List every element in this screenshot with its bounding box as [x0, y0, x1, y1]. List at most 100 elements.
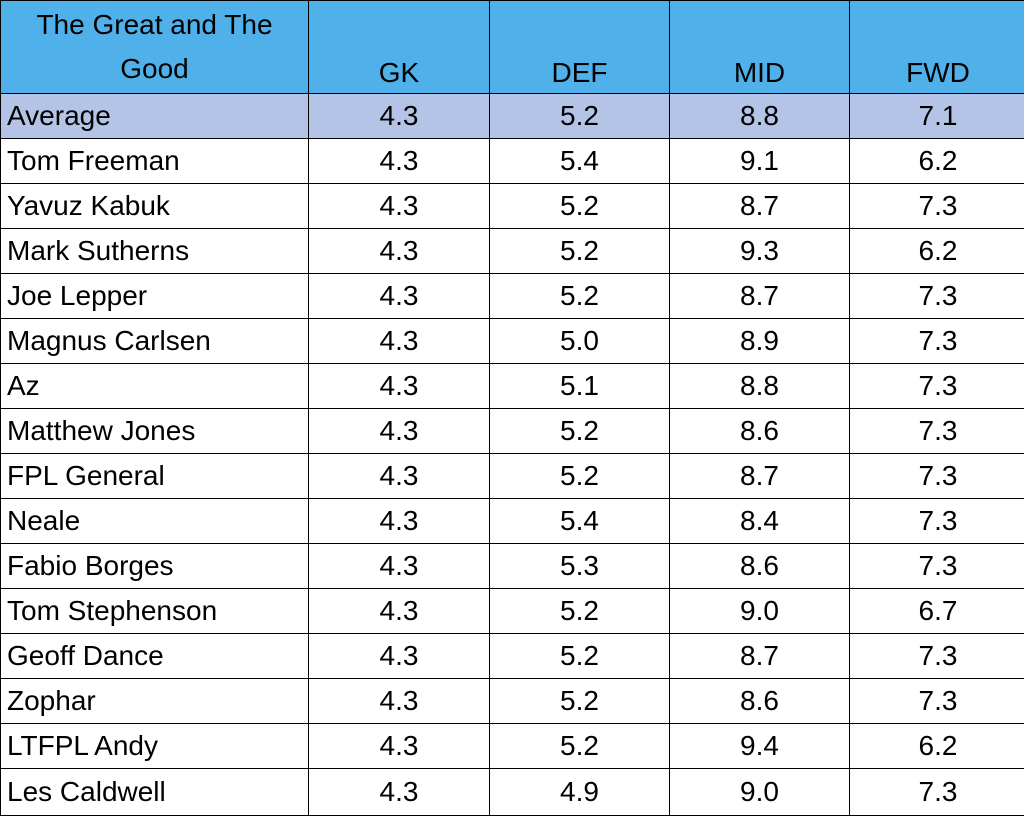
- cell-name[interactable]: Geoff Dance: [0, 633, 309, 679]
- header-fwd[interactable]: FWD: [849, 0, 1024, 94]
- table-row: Yavuz Kabuk 4.3 5.2 8.7 7.3: [0, 183, 1024, 229]
- cell-def[interactable]: 4.9: [489, 768, 670, 816]
- cell-mid[interactable]: 8.7: [669, 453, 850, 499]
- cell-mid[interactable]: 8.7: [669, 273, 850, 319]
- cell-mid[interactable]: 9.0: [669, 588, 850, 634]
- cell-gk[interactable]: 4.3: [308, 723, 490, 769]
- table-row: Mark Sutherns 4.3 5.2 9.3 6.2: [0, 228, 1024, 274]
- cell-name[interactable]: Tom Stephenson: [0, 588, 309, 634]
- cell-mid[interactable]: 9.4: [669, 723, 850, 769]
- cell-gk[interactable]: 4.3: [308, 273, 490, 319]
- cell-name[interactable]: Joe Lepper: [0, 273, 309, 319]
- cell-gk[interactable]: 4.3: [308, 543, 490, 589]
- cell-gk[interactable]: 4.3: [308, 453, 490, 499]
- cell-name[interactable]: Fabio Borges: [0, 543, 309, 589]
- cell-gk[interactable]: 4.3: [308, 363, 490, 409]
- cell-fwd[interactable]: 6.2: [849, 138, 1024, 184]
- cell-fwd[interactable]: 7.3: [849, 318, 1024, 364]
- cell-fwd[interactable]: 6.2: [849, 228, 1024, 274]
- table-row: LTFPL Andy 4.3 5.2 9.4 6.2: [0, 723, 1024, 769]
- cell-mid[interactable]: 8.7: [669, 633, 850, 679]
- cell-fwd[interactable]: 7.3: [849, 273, 1024, 319]
- cell-gk[interactable]: 4.3: [308, 588, 490, 634]
- cell-def[interactable]: 5.2: [489, 588, 670, 634]
- cell-fwd[interactable]: 7.1: [849, 93, 1024, 139]
- cell-gk[interactable]: 4.3: [308, 228, 490, 274]
- cell-gk[interactable]: 4.3: [308, 93, 490, 139]
- cell-fwd[interactable]: 7.3: [849, 183, 1024, 229]
- cell-name[interactable]: Matthew Jones: [0, 408, 309, 454]
- cell-fwd[interactable]: 7.3: [849, 633, 1024, 679]
- cell-name[interactable]: Les Caldwell: [0, 768, 309, 816]
- cell-def[interactable]: 5.2: [489, 93, 670, 139]
- header-def[interactable]: DEF: [489, 0, 670, 94]
- cell-gk[interactable]: 4.3: [308, 768, 490, 816]
- cell-gk[interactable]: 4.3: [308, 678, 490, 724]
- table-row-average: Average 4.3 5.2 8.8 7.1: [0, 93, 1024, 139]
- header-mid[interactable]: MID: [669, 0, 850, 94]
- cell-gk[interactable]: 4.3: [308, 633, 490, 679]
- header-name[interactable]: The Great and The Good: [0, 0, 309, 94]
- cell-fwd[interactable]: 7.3: [849, 768, 1024, 816]
- cell-fwd[interactable]: 7.3: [849, 408, 1024, 454]
- cell-mid[interactable]: 8.6: [669, 408, 850, 454]
- cell-name[interactable]: LTFPL Andy: [0, 723, 309, 769]
- cell-def[interactable]: 5.4: [489, 498, 670, 544]
- cell-mid[interactable]: 8.8: [669, 93, 850, 139]
- cell-fwd[interactable]: 7.3: [849, 498, 1024, 544]
- cell-gk[interactable]: 4.3: [308, 498, 490, 544]
- cell-mid[interactable]: 8.8: [669, 363, 850, 409]
- cell-fwd[interactable]: 7.3: [849, 363, 1024, 409]
- cell-fwd[interactable]: 6.7: [849, 588, 1024, 634]
- cell-name[interactable]: Yavuz Kabuk: [0, 183, 309, 229]
- cell-mid[interactable]: 8.4: [669, 498, 850, 544]
- cell-def[interactable]: 5.2: [489, 723, 670, 769]
- table-row: Matthew Jones 4.3 5.2 8.6 7.3: [0, 408, 1024, 454]
- header-gk[interactable]: GK: [308, 0, 490, 94]
- cell-fwd[interactable]: 7.3: [849, 453, 1024, 499]
- cell-mid[interactable]: 9.1: [669, 138, 850, 184]
- cell-name[interactable]: Az: [0, 363, 309, 409]
- cell-name[interactable]: Tom Freeman: [0, 138, 309, 184]
- cell-def[interactable]: 5.1: [489, 363, 670, 409]
- table-row: Fabio Borges 4.3 5.3 8.6 7.3: [0, 543, 1024, 589]
- table-row: Geoff Dance 4.3 5.2 8.7 7.3: [0, 633, 1024, 679]
- table-row: Magnus Carlsen 4.3 5.0 8.9 7.3: [0, 318, 1024, 364]
- cell-name[interactable]: Average: [0, 93, 309, 139]
- table-row: FPL General 4.3 5.2 8.7 7.3: [0, 453, 1024, 499]
- cell-def[interactable]: 5.2: [489, 678, 670, 724]
- cell-mid[interactable]: 8.9: [669, 318, 850, 364]
- cell-gk[interactable]: 4.3: [308, 183, 490, 229]
- cell-gk[interactable]: 4.3: [308, 408, 490, 454]
- cell-name[interactable]: Mark Sutherns: [0, 228, 309, 274]
- cell-mid[interactable]: 8.7: [669, 183, 850, 229]
- header-row: The Great and The Good GK DEF MID FWD: [0, 0, 1024, 94]
- cell-fwd[interactable]: 6.2: [849, 723, 1024, 769]
- cell-def[interactable]: 5.2: [489, 453, 670, 499]
- cell-name[interactable]: Magnus Carlsen: [0, 318, 309, 364]
- cell-def[interactable]: 5.2: [489, 408, 670, 454]
- cell-mid[interactable]: 8.6: [669, 678, 850, 724]
- cell-def[interactable]: 5.0: [489, 318, 670, 364]
- table-row: Az 4.3 5.1 8.8 7.3: [0, 363, 1024, 409]
- table-row: Zophar 4.3 5.2 8.6 7.3: [0, 678, 1024, 724]
- cell-fwd[interactable]: 7.3: [849, 678, 1024, 724]
- cell-def[interactable]: 5.2: [489, 633, 670, 679]
- cell-name[interactable]: Zophar: [0, 678, 309, 724]
- cell-def[interactable]: 5.2: [489, 228, 670, 274]
- table-row: Joe Lepper 4.3 5.2 8.7 7.3: [0, 273, 1024, 319]
- table-row: Tom Freeman 4.3 5.4 9.1 6.2: [0, 138, 1024, 184]
- cell-gk[interactable]: 4.3: [308, 318, 490, 364]
- cell-gk[interactable]: 4.3: [308, 138, 490, 184]
- cell-name[interactable]: FPL General: [0, 453, 309, 499]
- cell-mid[interactable]: 9.3: [669, 228, 850, 274]
- cell-def[interactable]: 5.4: [489, 138, 670, 184]
- cell-def[interactable]: 5.2: [489, 273, 670, 319]
- cell-def[interactable]: 5.3: [489, 543, 670, 589]
- cell-def[interactable]: 5.2: [489, 183, 670, 229]
- cell-mid[interactable]: 9.0: [669, 768, 850, 816]
- cell-name[interactable]: Neale: [0, 498, 309, 544]
- cell-mid[interactable]: 8.6: [669, 543, 850, 589]
- cell-fwd[interactable]: 7.3: [849, 543, 1024, 589]
